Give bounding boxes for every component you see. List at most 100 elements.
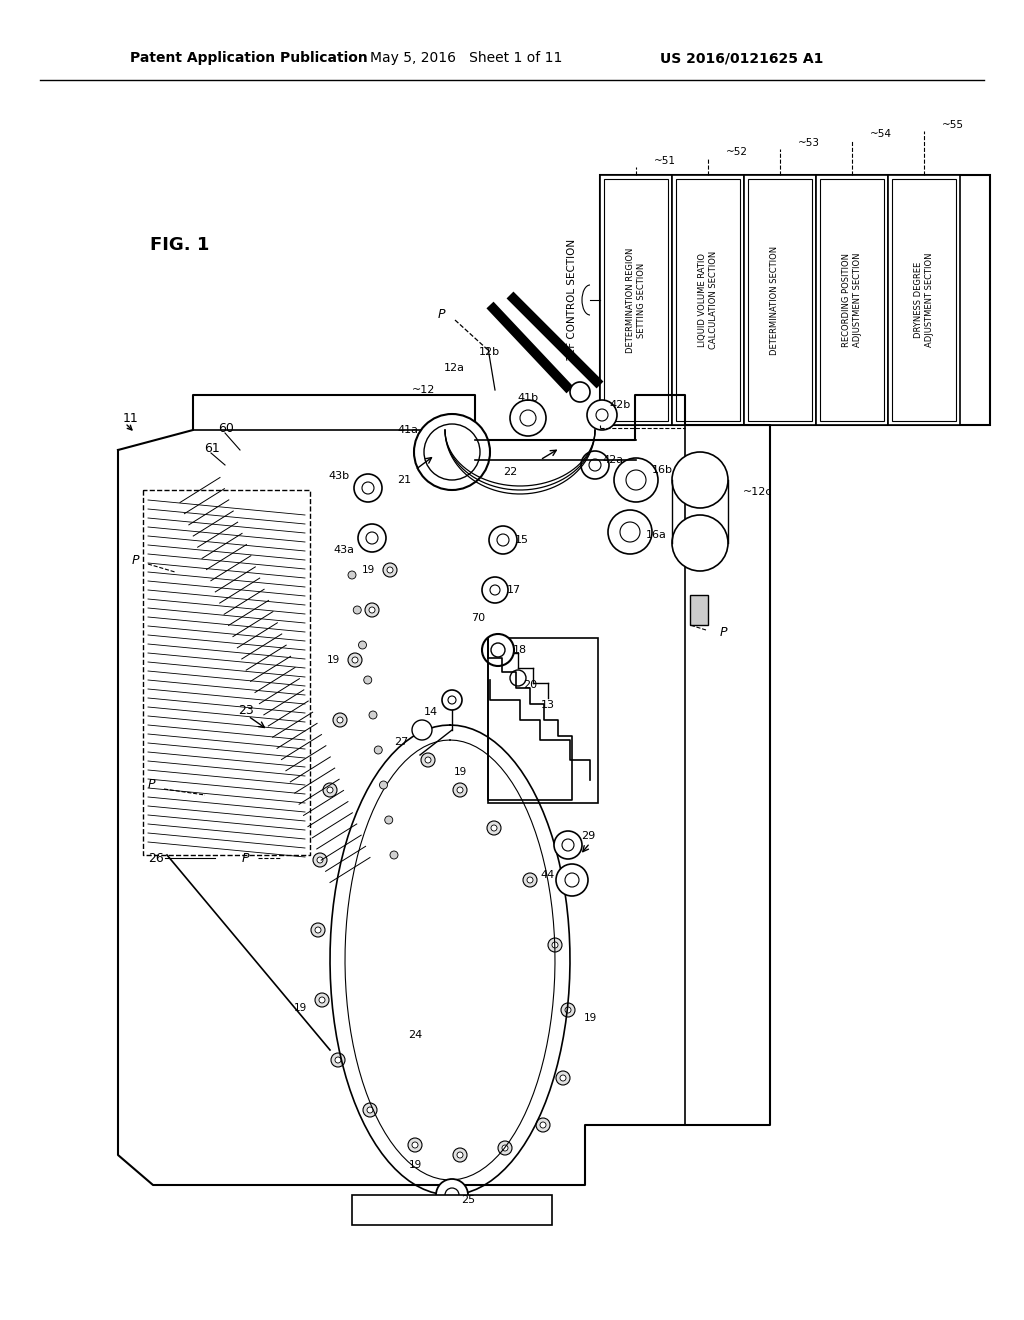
Circle shape — [319, 997, 325, 1003]
Text: 23: 23 — [238, 704, 254, 717]
Circle shape — [498, 1140, 512, 1155]
Circle shape — [510, 671, 526, 686]
Circle shape — [561, 1003, 575, 1016]
Circle shape — [380, 781, 387, 789]
Circle shape — [482, 634, 514, 667]
Circle shape — [560, 1074, 566, 1081]
Text: FIG. 1: FIG. 1 — [150, 236, 209, 253]
Text: 19: 19 — [327, 655, 340, 665]
Text: ~53: ~53 — [798, 139, 820, 148]
Circle shape — [317, 857, 323, 863]
Text: 43b: 43b — [329, 471, 350, 480]
Text: P: P — [148, 779, 156, 792]
Circle shape — [348, 653, 362, 667]
Circle shape — [354, 474, 382, 502]
Circle shape — [390, 851, 398, 859]
Circle shape — [608, 510, 652, 554]
Circle shape — [352, 657, 358, 663]
Circle shape — [313, 853, 327, 867]
Text: 12a: 12a — [444, 363, 465, 374]
Text: 41b: 41b — [517, 393, 539, 403]
Text: 16a: 16a — [645, 531, 667, 540]
Text: ~52: ~52 — [726, 147, 748, 157]
Circle shape — [620, 521, 640, 543]
Circle shape — [556, 1071, 570, 1085]
Text: RECORDING POSITION
ADJUSTMENT SECTION: RECORDING POSITION ADJUSTMENT SECTION — [843, 252, 862, 347]
Circle shape — [527, 876, 534, 883]
Circle shape — [327, 787, 333, 793]
Text: 17: 17 — [507, 585, 521, 595]
Text: DETERMINATION SECTION: DETERMINATION SECTION — [770, 246, 790, 355]
Circle shape — [358, 642, 367, 649]
Circle shape — [565, 873, 579, 887]
Text: 12F CONTROL SECTION: 12F CONTROL SECTION — [567, 239, 577, 362]
Text: 24: 24 — [408, 1030, 422, 1040]
Text: 13: 13 — [541, 700, 555, 710]
Circle shape — [424, 424, 480, 480]
Text: P: P — [132, 553, 139, 566]
Bar — [600, 176, 990, 425]
Circle shape — [490, 825, 497, 832]
Text: ~55: ~55 — [942, 120, 964, 129]
Circle shape — [502, 1144, 508, 1151]
Bar — [744, 176, 816, 425]
Circle shape — [497, 535, 509, 546]
Circle shape — [552, 942, 558, 948]
Text: 61: 61 — [204, 441, 220, 454]
Circle shape — [362, 1104, 377, 1117]
Circle shape — [587, 400, 617, 430]
Text: P: P — [437, 308, 445, 321]
Circle shape — [348, 572, 356, 579]
Circle shape — [596, 409, 608, 421]
Circle shape — [672, 451, 728, 508]
Circle shape — [442, 690, 462, 710]
Circle shape — [374, 746, 382, 754]
Text: ~54: ~54 — [870, 129, 892, 139]
Text: 19: 19 — [584, 1012, 597, 1023]
Bar — [748, 180, 812, 421]
Bar — [816, 176, 888, 425]
Circle shape — [540, 1122, 546, 1129]
Circle shape — [412, 1142, 418, 1148]
Text: 14: 14 — [424, 708, 438, 717]
Circle shape — [362, 482, 374, 494]
Circle shape — [487, 821, 501, 836]
Bar — [488, 638, 598, 803]
Bar — [690, 595, 708, 624]
Text: ~12: ~12 — [412, 385, 435, 395]
Text: 15: 15 — [515, 535, 529, 545]
Circle shape — [449, 696, 456, 704]
Circle shape — [311, 923, 325, 937]
Bar — [892, 180, 956, 421]
Circle shape — [570, 381, 590, 403]
Text: US 2016/0121625 A1: US 2016/0121625 A1 — [660, 51, 823, 65]
Text: 12b: 12b — [479, 347, 500, 356]
Circle shape — [554, 832, 582, 859]
Circle shape — [425, 756, 431, 763]
Circle shape — [520, 411, 536, 426]
Circle shape — [523, 873, 537, 887]
Circle shape — [536, 1118, 550, 1133]
Circle shape — [385, 816, 393, 824]
Circle shape — [364, 676, 372, 684]
Circle shape — [323, 783, 337, 797]
Circle shape — [369, 711, 377, 719]
Circle shape — [581, 451, 609, 479]
Text: 29: 29 — [581, 832, 595, 841]
Text: 27: 27 — [394, 737, 408, 747]
Circle shape — [331, 1053, 345, 1067]
Circle shape — [453, 783, 467, 797]
Circle shape — [614, 458, 658, 502]
Circle shape — [315, 993, 329, 1007]
Circle shape — [408, 1138, 422, 1152]
Text: ~51: ~51 — [654, 156, 676, 166]
Text: May 5, 2016   Sheet 1 of 11: May 5, 2016 Sheet 1 of 11 — [370, 51, 562, 65]
Circle shape — [383, 564, 397, 577]
Bar — [672, 176, 744, 425]
Circle shape — [548, 939, 562, 952]
Text: 42b: 42b — [609, 400, 631, 411]
Text: LIQUID VOLUME RATIO
CALCULATION SECTION: LIQUID VOLUME RATIO CALCULATION SECTION — [698, 251, 718, 348]
Circle shape — [367, 1107, 373, 1113]
Circle shape — [436, 1179, 468, 1210]
Bar — [604, 180, 668, 421]
